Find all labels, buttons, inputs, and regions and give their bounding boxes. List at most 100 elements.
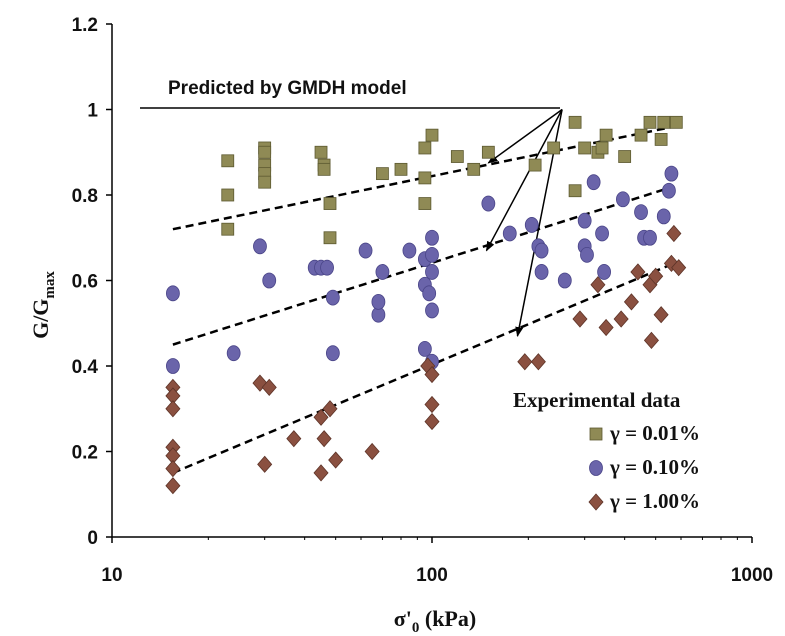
data-point-circle [481, 195, 496, 212]
data-point-circle [502, 225, 517, 242]
y-tick-label: 0.4 [72, 357, 99, 378]
data-point-circle [371, 293, 386, 310]
data-point-circle [320, 259, 334, 276]
data-point-diamond [598, 318, 614, 337]
data-point-diamond [517, 353, 533, 371]
data-point-diamond [671, 259, 687, 277]
data-point-square [618, 150, 632, 163]
data-point-circle [253, 238, 267, 255]
data-point-square [654, 133, 668, 146]
data-point-circle [325, 345, 340, 362]
data-point-diamond [623, 293, 639, 311]
x-axis-label-main: σ' [394, 606, 412, 631]
data-point-diamond [666, 224, 682, 243]
data-point-diamond [424, 412, 440, 431]
y-axis-label-subscript: max [42, 271, 58, 299]
data-point-square [481, 145, 495, 159]
y-tick-label: 1.2 [72, 15, 98, 36]
data-point-square [568, 115, 582, 129]
x-axis-label-unit: (kPa) [419, 606, 476, 631]
x-axis-label: σ'0 (kPa) [394, 606, 476, 636]
data-point-circle [166, 285, 180, 302]
data-point-square [643, 115, 657, 129]
data-point-circle [662, 182, 676, 199]
data-point-diamond [286, 430, 302, 448]
y-tick-label: 0.6 [72, 272, 98, 293]
data-point-diamond [613, 310, 629, 328]
data-point-diamond [313, 408, 329, 426]
data-point-square [547, 141, 561, 155]
annotation-arrow [485, 109, 563, 252]
data-point-diamond [648, 267, 664, 285]
legend-entries: γ = 0.01% γ = 0.10% γ = 1.00% [588, 421, 700, 513]
data-point-circle [534, 242, 549, 259]
data-point-circle [262, 272, 277, 289]
data-point-square [323, 231, 337, 245]
data-point-circle [586, 174, 601, 191]
data-point-diamond [572, 310, 588, 328]
data-point-circle [557, 272, 572, 289]
legend: Experimental data γ = 0.01%γ = 0.10%γ = … [513, 388, 700, 513]
data-point-circle [643, 229, 657, 246]
data-point-square [394, 162, 408, 176]
data-point-circle [580, 246, 594, 263]
y-axis-label: G/Gmax [28, 271, 58, 339]
data-point-diamond [424, 365, 440, 384]
data-point-circle [595, 225, 609, 242]
data-point-square [323, 197, 337, 210]
x-tick-label: 1000 [731, 565, 773, 586]
data-point-circle [597, 264, 612, 280]
model-trend-line [172, 125, 675, 231]
data-point-circle [417, 340, 432, 357]
ticks: 0 0.2 0.4 0.6 0.8 1 1.2 10 100 1000 [72, 15, 774, 586]
data-point-diamond [643, 331, 659, 349]
data-point-square [568, 184, 582, 198]
legend-marker-circle [589, 460, 603, 476]
data-point-diamond [165, 400, 181, 418]
annotation-arrow [487, 108, 563, 164]
data-point-circle [656, 208, 671, 225]
legend-title: Experimental data [513, 388, 681, 412]
data-point-circle [425, 229, 439, 246]
data-point-square [418, 171, 432, 185]
data-point-diamond [590, 276, 606, 294]
legend-entry-label: γ = 1.00% [609, 489, 700, 513]
data-point-square [376, 167, 389, 181]
legend-marker-diamond [588, 493, 604, 511]
data-point-circle [358, 242, 373, 259]
data-point-diamond [653, 306, 669, 324]
x-axis-label-subscript: 0 [412, 620, 420, 636]
data-point-square [425, 128, 439, 142]
data-point-circle [425, 302, 439, 319]
data-point-square [221, 188, 235, 202]
data-point-circle [577, 212, 592, 229]
data-point-square [467, 162, 481, 176]
data-point-diamond [165, 477, 181, 495]
data-point-square [528, 158, 542, 172]
data-point-circle [422, 285, 437, 302]
data-point-circle [402, 242, 417, 259]
annotation-label: Predicted by GMDH model [168, 78, 407, 99]
data-point-diamond [630, 263, 646, 281]
data-point-square [450, 150, 464, 163]
data-point-circle [664, 165, 679, 182]
legend-entry-label: γ = 0.10% [609, 455, 700, 479]
data-point-diamond [316, 430, 332, 448]
data-point-diamond [424, 395, 440, 414]
data-point-square [634, 128, 648, 142]
data-point-square [221, 222, 235, 236]
data-point-diamond [257, 455, 273, 473]
data-point-diamond [165, 459, 181, 478]
data-point-circle [534, 264, 549, 280]
data-point-square [418, 197, 432, 210]
data-point-circle [166, 358, 180, 374]
data-point-square [599, 128, 613, 142]
data-point-square [258, 175, 272, 189]
data-point-circle [616, 191, 630, 208]
data-point-square [578, 141, 592, 155]
data-point-circle [375, 264, 390, 280]
y-tick-label: 0.2 [72, 443, 98, 464]
y-tick-label: 0.8 [72, 186, 98, 207]
